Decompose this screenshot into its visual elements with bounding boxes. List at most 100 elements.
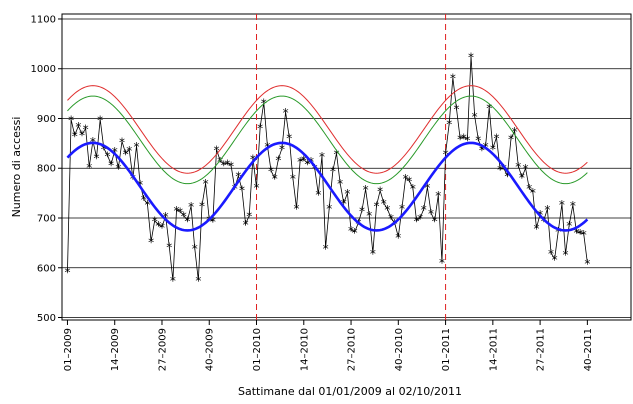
observed-point: * — [290, 172, 296, 186]
y-tick-label: 800 — [37, 164, 56, 175]
observed-point: * — [115, 162, 121, 176]
observed-point: * — [239, 184, 245, 198]
upper_band_red-curve — [67, 85, 588, 174]
observed-point: * — [464, 133, 470, 147]
observed-point: * — [504, 170, 510, 184]
observed-point: * — [403, 172, 409, 186]
observed-point: * — [555, 225, 561, 239]
observed-point: * — [68, 113, 74, 127]
observed-point: * — [573, 226, 579, 240]
observed-point: * — [232, 182, 238, 196]
observed-point: * — [323, 242, 329, 256]
x-tick-label: 27–2011 — [536, 328, 547, 371]
observed-point: * — [83, 122, 89, 136]
smoothed-curve — [66, 141, 589, 232]
observed-point: * — [512, 125, 518, 139]
observed-point: * — [221, 158, 227, 172]
observed-point: * — [144, 198, 150, 212]
observed-point: * — [72, 129, 78, 143]
observed-point: * — [432, 214, 438, 228]
observed-point: * — [337, 177, 343, 191]
observed-point: * — [141, 193, 147, 207]
observed-point: * — [377, 185, 383, 199]
observed-point: * — [428, 207, 434, 221]
observed-point: * — [410, 182, 416, 196]
observed-point: * — [283, 106, 289, 120]
observed-point: * — [453, 103, 459, 117]
observed-point: * — [468, 50, 474, 64]
observed-point: * — [341, 197, 347, 211]
observed-point: * — [501, 162, 507, 176]
observed-point: * — [523, 162, 529, 176]
observed-point: * — [359, 205, 365, 219]
y-tick-label: 1000 — [31, 64, 56, 75]
y-tick-label: 500 — [37, 313, 56, 324]
observed-point: * — [166, 240, 172, 254]
observed-point: * — [472, 110, 478, 124]
observed-point: * — [195, 274, 201, 288]
observed-point: * — [334, 147, 340, 161]
observed-point: * — [439, 256, 445, 270]
x-tick-label: 40–2011 — [583, 328, 594, 371]
observed-point: * — [384, 203, 390, 217]
observed-point: * — [548, 247, 554, 261]
observed-point: * — [395, 231, 401, 245]
observed-point: * — [159, 221, 165, 235]
x-tick-label: 40–2009 — [205, 328, 216, 371]
observed-point: * — [217, 155, 223, 169]
observed-point: * — [330, 165, 336, 179]
x-tick-label: 27–2010 — [347, 328, 358, 371]
observed-point: * — [319, 150, 325, 164]
observed-point: * — [177, 206, 183, 220]
x-axis-title: Sattimane dal 01/01/2009 al 02/10/2011 — [238, 385, 462, 398]
y-tick-label: 700 — [37, 214, 56, 225]
observed-point: * — [490, 142, 496, 156]
y-tick-label: 900 — [37, 114, 56, 125]
observed-point: * — [457, 132, 463, 146]
observed-point: * — [210, 215, 216, 229]
observed-point: * — [530, 186, 536, 200]
observed-point: * — [119, 135, 125, 149]
observed-point: * — [224, 157, 230, 171]
observed-point: * — [257, 121, 263, 135]
observed-point: * — [413, 214, 419, 228]
observed-point: * — [526, 182, 532, 196]
observed-point: * — [86, 161, 92, 175]
y-tick-label: 1100 — [31, 14, 56, 25]
observed-point: * — [181, 210, 187, 224]
observed-point: * — [479, 143, 485, 157]
observed-point: * — [399, 202, 405, 216]
observed-point: * — [544, 203, 550, 217]
x-tick-label: 01–2010 — [252, 328, 263, 371]
observed-point: * — [279, 142, 285, 156]
observed-point: * — [97, 113, 103, 127]
observed-point: * — [584, 257, 590, 271]
observed-point: * — [424, 181, 430, 195]
observed-point: * — [566, 219, 572, 233]
observed-point: * — [388, 212, 394, 226]
observed-point: * — [461, 131, 467, 145]
observed-point: * — [203, 177, 209, 191]
upper_band_green-curve — [67, 95, 588, 185]
observed-point: * — [519, 171, 525, 185]
observed-point: * — [275, 153, 281, 167]
observed-point: * — [184, 214, 190, 228]
observed-point: * — [126, 144, 132, 158]
observed-point: * — [381, 197, 387, 211]
observed-point: * — [443, 147, 449, 161]
observed-point: * — [344, 187, 350, 201]
observed-point: * — [370, 247, 376, 261]
observed-point: * — [301, 153, 307, 167]
observed-series-line — [67, 56, 588, 281]
observed-point: * — [268, 165, 274, 179]
y-axis: 500 600 700 800 900 1000 1100 — [31, 14, 62, 324]
observed-point: * — [533, 222, 539, 236]
y-axis-title: Numero di accessi — [10, 117, 23, 218]
observed-point: * — [352, 226, 358, 240]
y-tick-label: 600 — [37, 263, 56, 274]
observed-point: * — [243, 218, 249, 232]
observed-point: * — [174, 204, 180, 218]
observed-point: * — [486, 102, 492, 116]
